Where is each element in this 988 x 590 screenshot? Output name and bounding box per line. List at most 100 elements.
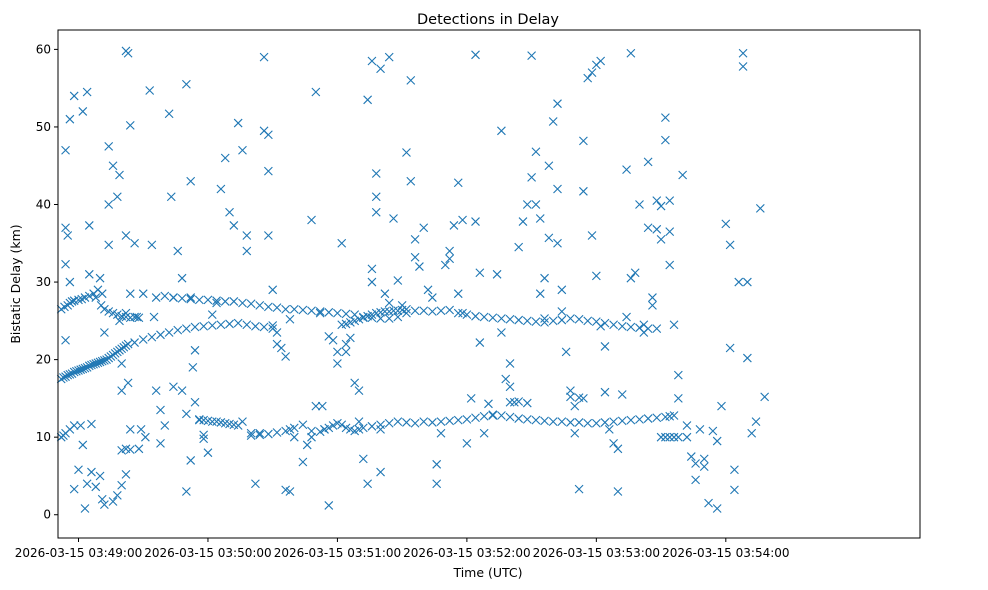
data-point: [583, 316, 593, 326]
data-point: [751, 417, 761, 427]
data-point: [281, 304, 291, 314]
data-point: [216, 184, 226, 194]
data-point: [725, 343, 735, 353]
data-point: [522, 316, 532, 326]
data-point: [82, 479, 92, 489]
data-point: [738, 62, 748, 71]
data-point: [125, 445, 135, 454]
data-point: [540, 318, 549, 327]
data-point: [125, 425, 135, 434]
data-point: [699, 454, 709, 464]
data-point: [540, 273, 549, 283]
data-point: [626, 48, 636, 58]
data-point: [166, 192, 176, 202]
data-point: [760, 392, 770, 402]
data-point: [527, 172, 537, 182]
data-point: [661, 113, 670, 123]
data-point: [95, 471, 105, 481]
data-point: [673, 394, 683, 403]
data-point: [471, 217, 480, 226]
data-point: [462, 414, 472, 424]
data-point: [76, 421, 86, 430]
data-point: [479, 428, 489, 438]
data-point: [80, 363, 90, 373]
data-point: [268, 285, 278, 295]
data-point: [272, 328, 282, 337]
data-point: [566, 392, 575, 402]
data-point: [108, 161, 118, 171]
data-point: [147, 332, 157, 342]
data-point: [341, 347, 351, 357]
x-tick-label: 2026-03-15 03:51:00: [274, 546, 401, 560]
data-point: [61, 259, 70, 269]
data-point: [561, 347, 571, 357]
data-point: [570, 428, 580, 438]
data-point: [156, 405, 165, 415]
data-point: [665, 260, 675, 270]
data-point: [328, 335, 338, 345]
data-point: [67, 297, 77, 306]
data-point: [695, 425, 705, 434]
data-point: [259, 52, 269, 62]
data-point: [74, 465, 83, 475]
data-point: [255, 430, 265, 440]
data-point: [281, 352, 291, 361]
data-point: [682, 432, 692, 442]
data-point: [263, 166, 273, 176]
data-point: [566, 386, 575, 396]
data-point: [548, 417, 558, 427]
data-point: [566, 314, 575, 323]
data-point: [169, 382, 178, 392]
data-point: [149, 312, 159, 322]
x-tick-label: 2026-03-15 03:49:00: [15, 546, 142, 560]
data-point: [544, 233, 554, 243]
data-point: [289, 432, 299, 442]
data-point: [95, 273, 105, 283]
data-point: [100, 500, 109, 510]
data-point: [61, 223, 70, 233]
data-point: [65, 114, 75, 124]
data-point: [363, 95, 373, 105]
data-point: [475, 338, 485, 347]
data-point: [548, 316, 558, 326]
data-point: [337, 420, 347, 430]
data-point: [579, 136, 588, 146]
data-point: [449, 221, 459, 230]
data-point: [203, 448, 213, 458]
data-point: [652, 196, 662, 206]
data-point: [220, 153, 230, 163]
data-point: [427, 307, 437, 316]
data-point: [380, 307, 390, 316]
data-point: [527, 51, 537, 60]
data-point: [320, 425, 329, 434]
data-point: [604, 425, 614, 434]
data-point: [600, 418, 610, 427]
data-point: [678, 170, 688, 180]
data-point: [656, 432, 666, 442]
data-point: [531, 200, 541, 209]
data-point: [263, 231, 273, 240]
data-point: [669, 411, 679, 420]
data-point: [317, 401, 327, 411]
data-point: [350, 378, 360, 388]
data-point: [393, 417, 403, 427]
y-tick-label: 60: [36, 42, 51, 56]
data-point: [492, 269, 502, 279]
data-point: [315, 308, 325, 318]
data-point: [132, 312, 142, 322]
data-point: [207, 310, 217, 320]
data-point: [285, 314, 295, 324]
data-point: [164, 328, 174, 337]
data-point: [100, 328, 109, 337]
data-point: [100, 304, 109, 314]
data-point: [104, 240, 114, 250]
y-tick-label: 30: [36, 275, 51, 289]
data-point: [345, 333, 355, 343]
data-point: [117, 386, 127, 396]
data-point: [138, 335, 148, 344]
data-point: [730, 485, 739, 495]
data-point: [233, 318, 243, 328]
data-point: [276, 343, 286, 353]
data-point: [212, 296, 221, 306]
data-point: [734, 277, 744, 287]
